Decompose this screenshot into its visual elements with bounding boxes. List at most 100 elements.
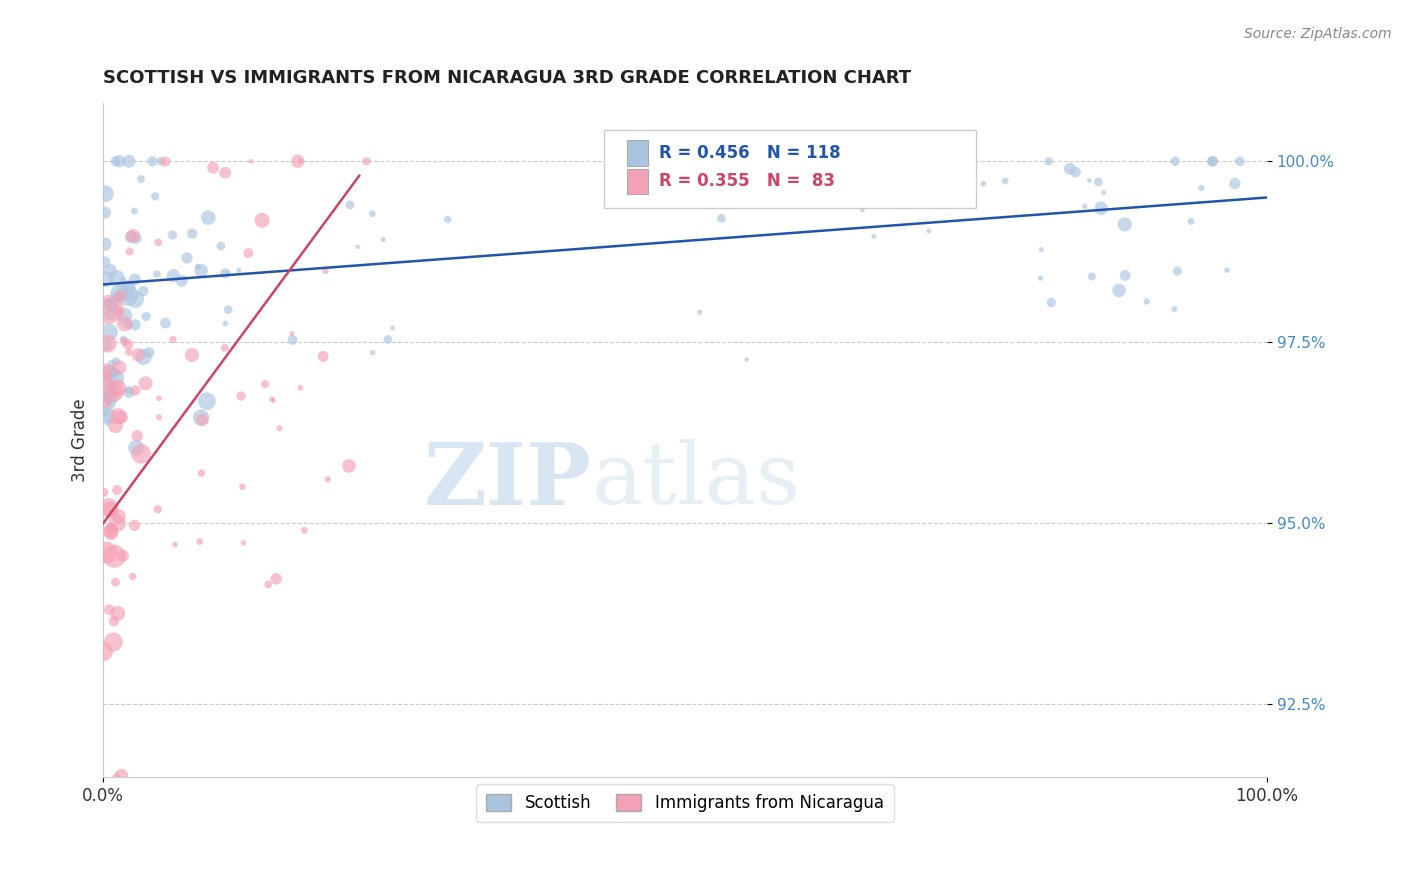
Point [257,577,280,591]
Point [100,525,122,540]
Point [281,333,304,347]
Point [143,189,166,203]
Point [214,166,236,180]
Point [93,644,115,658]
Point [1166,264,1188,278]
Point [93,485,115,500]
Point [290,154,312,169]
Point [1201,154,1223,169]
Point [108,286,131,301]
Y-axis label: 3rd Grade: 3rd Grade [72,399,89,482]
Point [162,228,184,243]
Point [862,229,884,244]
Point [155,154,177,169]
Point [114,317,136,331]
Point [339,198,361,212]
Point [1074,199,1097,213]
Point [124,272,146,286]
Point [229,389,252,403]
Point [377,332,399,346]
Point [361,345,384,359]
Point [197,211,219,225]
Point [994,174,1017,188]
Point [107,381,129,395]
Point [122,229,145,244]
Point [1064,165,1087,179]
Point [97,415,120,429]
Point [127,428,149,442]
Point [98,390,121,404]
Point [859,160,882,174]
Point [1136,294,1159,309]
Point [124,518,146,533]
Point [94,186,117,201]
Point [232,536,254,550]
Point [214,341,236,355]
Point [209,239,232,253]
Point [1038,154,1060,169]
Point [93,394,115,409]
Point [281,326,304,341]
Point [100,297,122,311]
Point [97,297,120,311]
Point [115,288,138,302]
Point [361,207,384,221]
Point [316,472,339,486]
Point [111,768,134,782]
Point [98,602,121,616]
Point [163,537,186,551]
Point [105,483,128,497]
Point [1202,154,1225,169]
Point [148,235,170,250]
Point [1090,202,1112,216]
Point [105,271,128,285]
Point [689,305,711,319]
Point [105,355,128,369]
Point [735,352,758,367]
Point [1229,154,1251,169]
Point [1114,268,1136,283]
Point [97,500,120,515]
Point [170,274,193,288]
Point [1114,218,1136,232]
Point [956,160,979,174]
Point [710,211,733,226]
Point [190,263,212,277]
Point [108,305,131,319]
Text: Source: ZipAtlas.com: Source: ZipAtlas.com [1244,27,1392,41]
Point [94,364,117,378]
Point [124,318,146,332]
Point [112,308,135,322]
Point [254,377,277,392]
Point [135,310,157,324]
Point [1108,284,1130,298]
Point [118,244,141,259]
FancyBboxPatch shape [603,130,976,208]
Point [436,212,458,227]
Point [103,384,125,399]
Point [312,350,335,364]
Point [94,205,117,219]
Point [134,376,156,391]
Point [103,635,125,649]
Point [117,384,139,398]
Text: R = 0.456   N = 118: R = 0.456 N = 118 [659,145,841,162]
Point [262,393,284,408]
Point [118,345,141,359]
FancyBboxPatch shape [627,169,648,194]
Point [96,339,118,353]
Point [103,549,125,564]
Point [107,607,129,621]
Point [93,405,115,419]
Point [1081,269,1104,284]
Point [1078,174,1101,188]
Point [100,397,122,411]
Point [98,263,121,277]
Point [124,384,146,398]
Point [132,350,155,364]
Point [117,337,139,351]
Point [972,177,994,191]
Point [356,154,378,169]
Point [124,204,146,219]
Point [1040,295,1063,310]
